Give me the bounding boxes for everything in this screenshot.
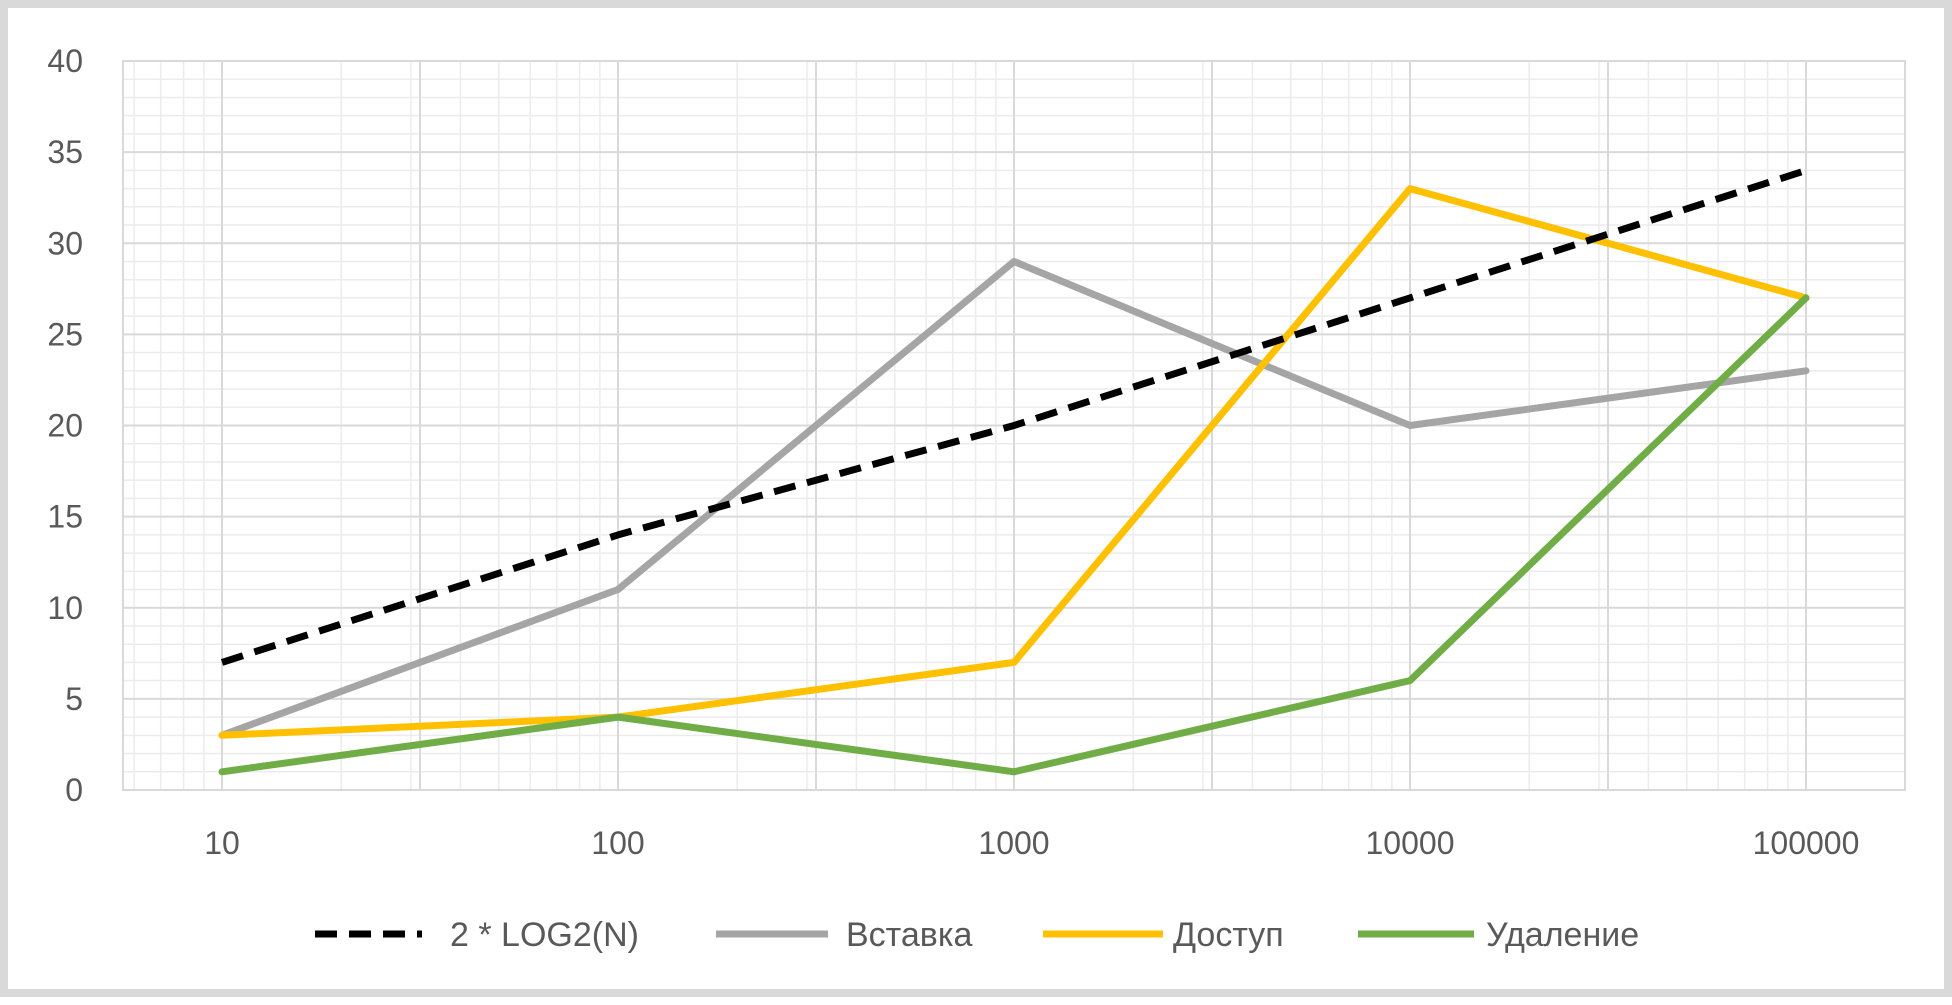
y-tick-label: 5 bbox=[65, 681, 83, 717]
series-line-3 bbox=[218, 185, 1810, 739]
x-tick-label: 100 bbox=[591, 825, 644, 861]
y-tick-label: 20 bbox=[47, 408, 83, 444]
line-chart: 0 5 10 15 20 25 30 35 40 10 100 1000 10000 100000 2 * … bbox=[47, 43, 1906, 954]
plot-area-border bbox=[122, 60, 1906, 791]
y-tick-label: 25 bbox=[47, 316, 83, 352]
y-tick-label: 10 bbox=[47, 590, 83, 626]
series-line-2 bbox=[218, 258, 1810, 739]
y-tick-label: 30 bbox=[47, 225, 83, 261]
y-tick-label: 0 bbox=[65, 772, 83, 808]
x-tick-label: 100000 bbox=[1753, 825, 1860, 861]
legend-label-2: Вставка bbox=[846, 916, 972, 954]
legend-label-3: Доступ bbox=[1173, 916, 1284, 954]
y-tick-label: 15 bbox=[47, 499, 83, 535]
x-tick-label: 10000 bbox=[1366, 825, 1455, 861]
y-tick-label: 40 bbox=[47, 43, 83, 79]
series-line-1 bbox=[220, 167, 1808, 666]
legend-label-4: Удаление bbox=[1486, 916, 1639, 954]
y-tick-label: 35 bbox=[47, 134, 83, 170]
legend-label-1: 2 * LOG2(N) bbox=[450, 916, 639, 954]
series-line-4 bbox=[218, 294, 1810, 776]
x-tick-label: 10 bbox=[204, 825, 240, 861]
x-tick-label: 1000 bbox=[978, 825, 1049, 861]
